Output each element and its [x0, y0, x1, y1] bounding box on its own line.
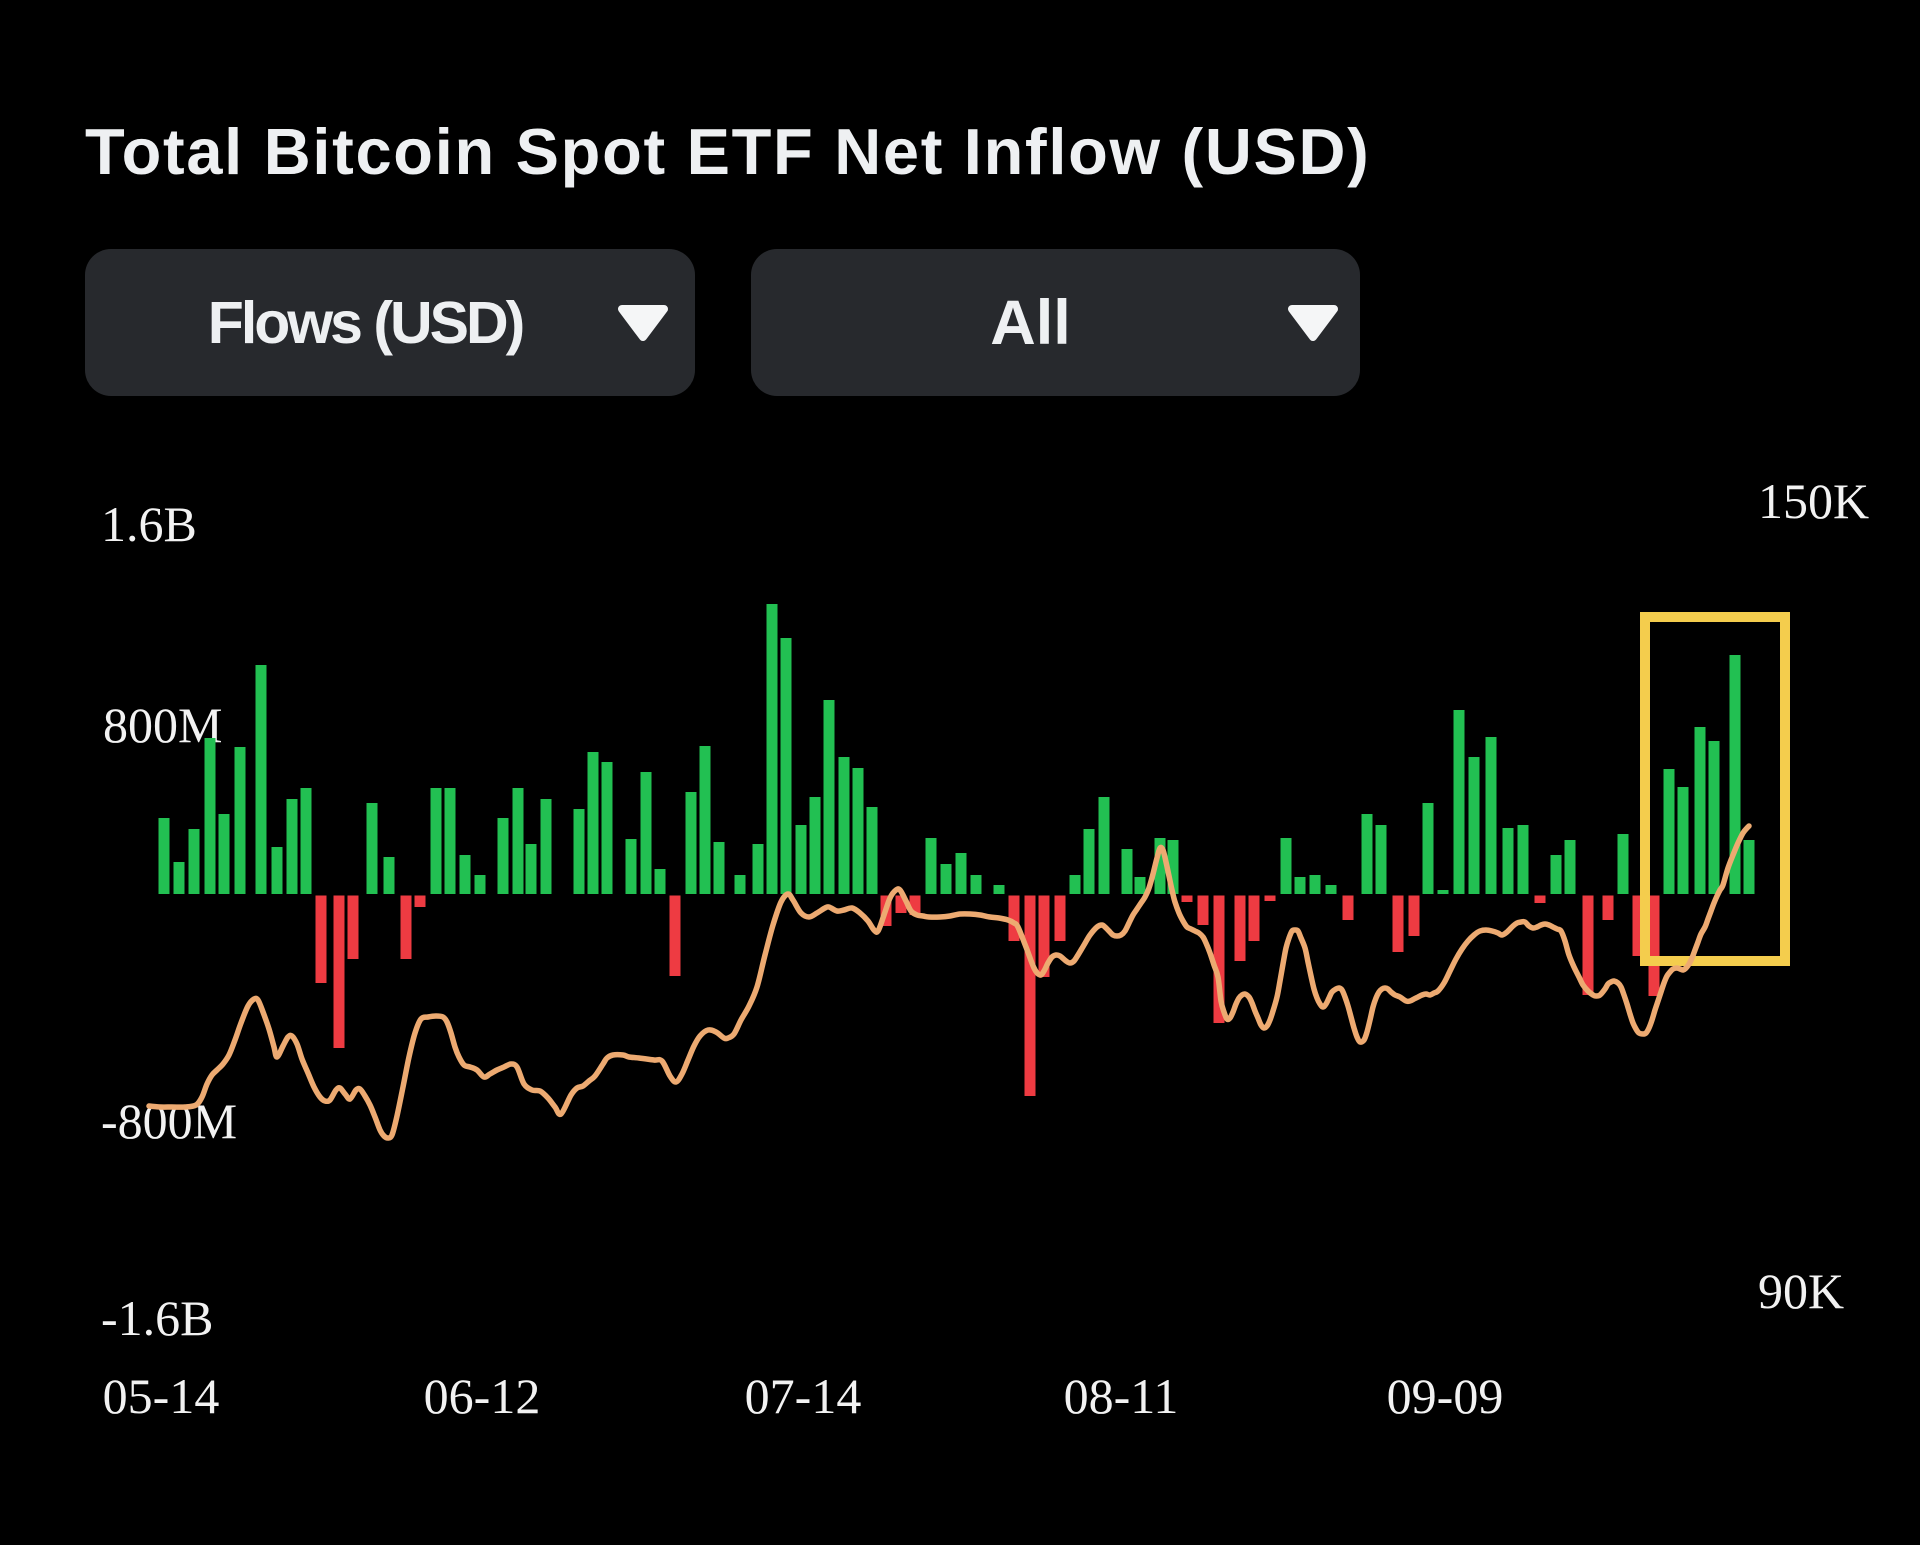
svg-text:90K: 90K	[1758, 1263, 1844, 1319]
svg-text:08-11: 08-11	[1064, 1368, 1179, 1424]
svg-text:-800M: -800M	[101, 1093, 237, 1149]
svg-text:800M: 800M	[103, 697, 222, 753]
svg-text:06-12: 06-12	[424, 1368, 541, 1424]
svg-text:05-14: 05-14	[103, 1368, 220, 1424]
svg-text:07-14: 07-14	[745, 1368, 862, 1424]
svg-text:1.6B: 1.6B	[101, 496, 197, 552]
svg-text:150K: 150K	[1758, 473, 1869, 529]
svg-text:09-09: 09-09	[1387, 1368, 1504, 1424]
svg-text:-1.6B: -1.6B	[101, 1290, 214, 1346]
